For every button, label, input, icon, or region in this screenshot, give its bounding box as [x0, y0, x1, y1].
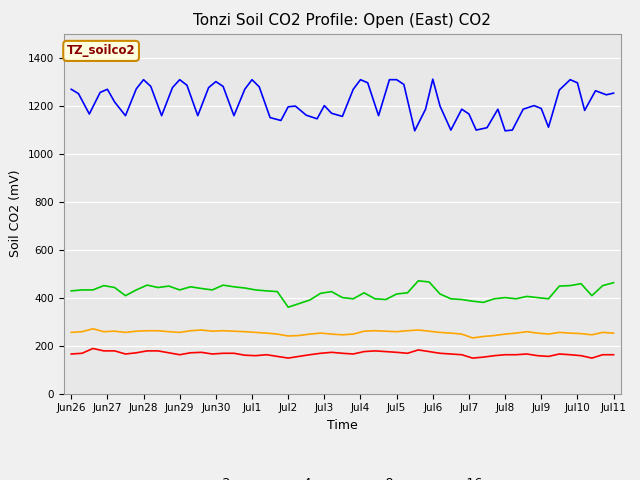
Y-axis label: Soil CO2 (mV): Soil CO2 (mV)	[10, 170, 22, 257]
Legend: -2cm, -4cm, -8cm, -16cm: -2cm, -4cm, -8cm, -16cm	[178, 472, 507, 480]
Title: Tonzi Soil CO2 Profile: Open (East) CO2: Tonzi Soil CO2 Profile: Open (East) CO2	[193, 13, 492, 28]
Text: TZ_soilco2: TZ_soilco2	[67, 44, 136, 58]
X-axis label: Time: Time	[327, 419, 358, 432]
